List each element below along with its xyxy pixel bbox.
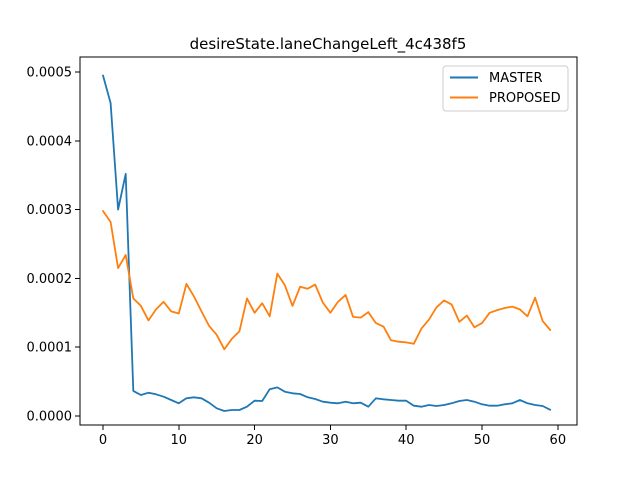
x-tick-label: 20	[246, 433, 263, 448]
plot-area: 0 10 20 30 40 50 60 0.0000 0.0001 0.0002 0.0003 0.0…	[27, 56, 578, 448]
y-tick-label: 0.0000	[27, 409, 73, 424]
x-tick-label: 0	[99, 433, 107, 448]
y-tick-label: 0.0001	[27, 341, 73, 356]
x-tick-label: 30	[322, 433, 339, 448]
y-tick-label: 0.0002	[27, 272, 73, 287]
x-tick-label: 40	[398, 433, 415, 448]
axes-spines	[79, 56, 578, 426]
series-line-proposed	[102, 210, 552, 351]
series-line-master	[102, 74, 552, 412]
x-tick-label: 60	[550, 433, 567, 448]
x-tick-label: 10	[171, 433, 188, 448]
y-tick-label: 0.0004	[27, 134, 73, 149]
chart-title: desireState.laneChangeLeft_4c438f5	[190, 35, 467, 54]
y-tick-label: 0.0003	[27, 203, 73, 218]
legend: MASTER PROPOSED	[442, 65, 569, 112]
legend-master-label: MASTER	[489, 71, 543, 86]
x-tick-label: 50	[474, 433, 491, 448]
legend-proposed-label: PROPOSED	[489, 91, 561, 106]
y-tick-label: 0.0005	[27, 66, 73, 81]
